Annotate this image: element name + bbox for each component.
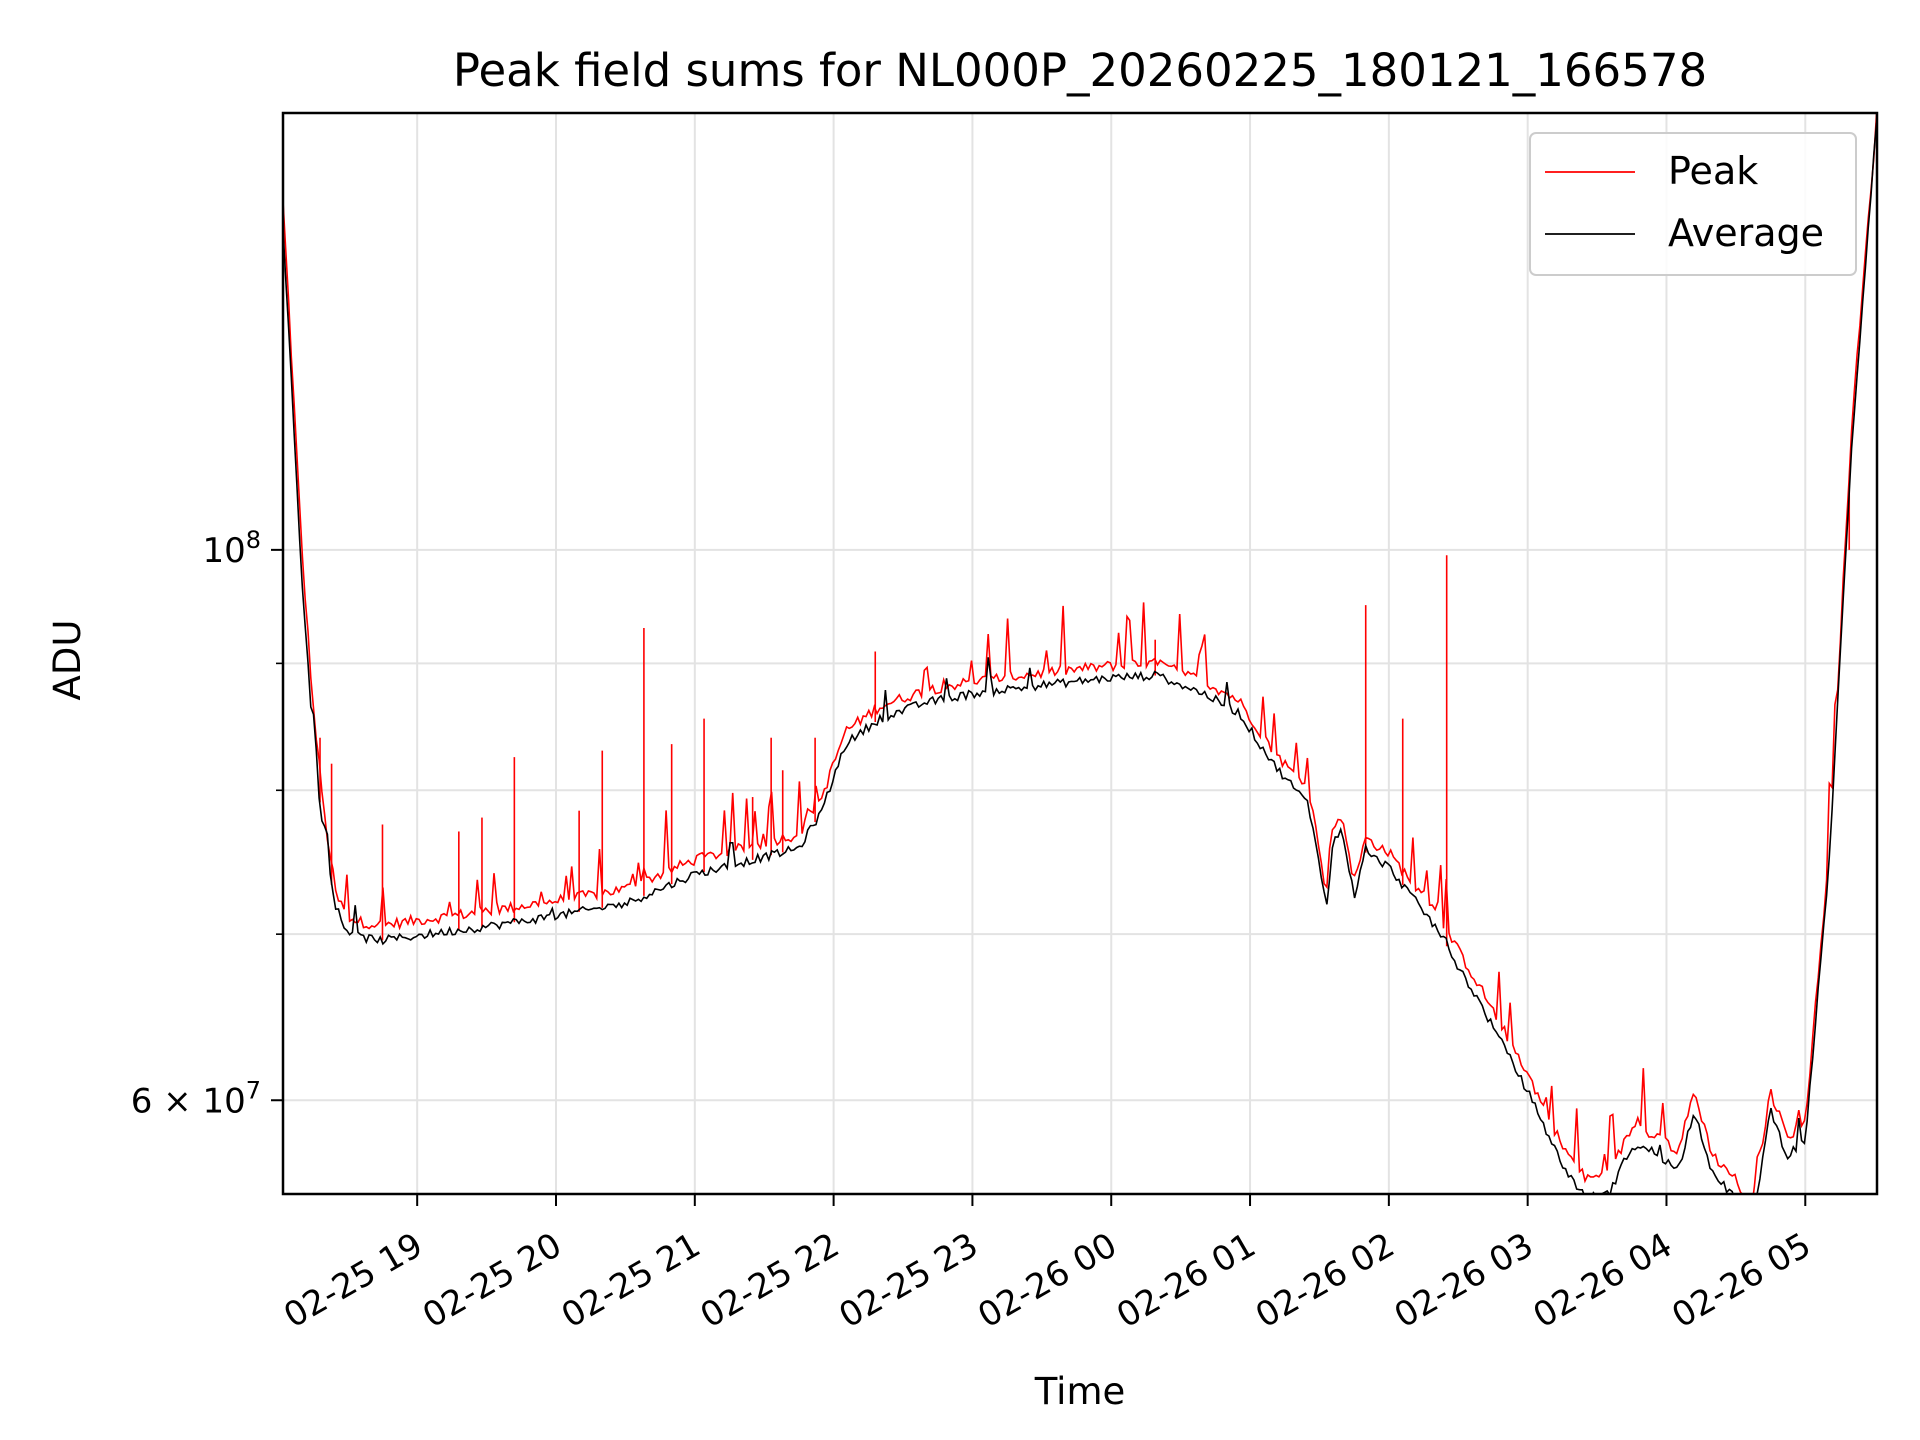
grid [283, 113, 1877, 1194]
series-line-peak [283, 114, 1877, 1194]
chart-title: Peak field sums for NL000P_20260225_1801… [453, 44, 1707, 97]
y-tick-label: 108 [202, 526, 261, 571]
y-axis-label: ADU [46, 620, 89, 701]
legend-box [1529, 132, 1857, 276]
legend-label-average: Average [1668, 211, 1824, 255]
legend: Peak Average [1529, 132, 1857, 276]
series-line-average [283, 122, 1877, 1194]
y-axis: 108 6 × 107 [131, 526, 283, 1121]
plot-frame [281, 111, 1879, 1196]
x-axis-label: Time [1034, 1370, 1126, 1413]
series-spikes-peak [319, 489, 1851, 947]
legend-label-peak: Peak [1668, 149, 1758, 193]
y-tick-label: 6 × 107 [131, 1076, 261, 1121]
plot-area [283, 114, 1877, 1194]
